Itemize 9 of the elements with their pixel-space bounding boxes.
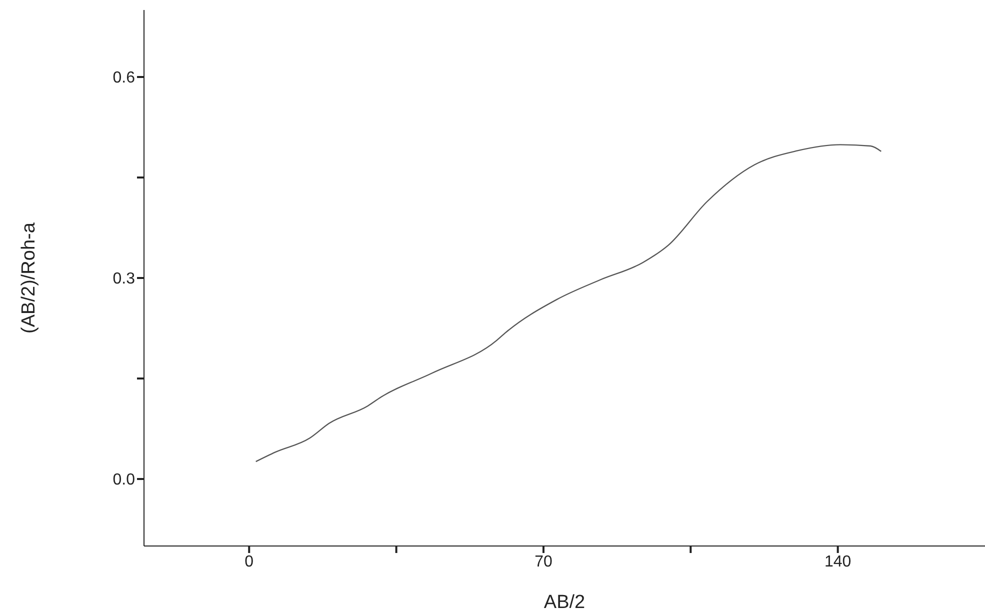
- y-tick-label: 0.3: [112, 270, 136, 288]
- x-tick-label: 140: [824, 553, 852, 570]
- y-tick-label: 0.6: [112, 70, 136, 87]
- line-series: [255, 144, 882, 462]
- y-tick-label: 0.0: [112, 472, 136, 489]
- y-axis-title: (AB/2)/Roh-a: [18, 222, 40, 334]
- x-axis-title: AB/2: [544, 592, 586, 613]
- x-tick-label: 70: [534, 553, 552, 570]
- x-tick-label: 0: [244, 553, 254, 570]
